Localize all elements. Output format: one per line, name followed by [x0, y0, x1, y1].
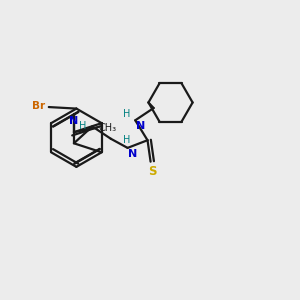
- Text: H: H: [79, 121, 86, 131]
- Text: N: N: [128, 149, 137, 159]
- Text: H: H: [123, 135, 131, 146]
- Text: CH₃: CH₃: [98, 123, 116, 133]
- Text: N: N: [136, 121, 145, 131]
- Text: Br: Br: [32, 101, 45, 111]
- Text: S: S: [148, 165, 156, 178]
- Text: H: H: [123, 109, 131, 119]
- Text: N: N: [69, 116, 79, 126]
